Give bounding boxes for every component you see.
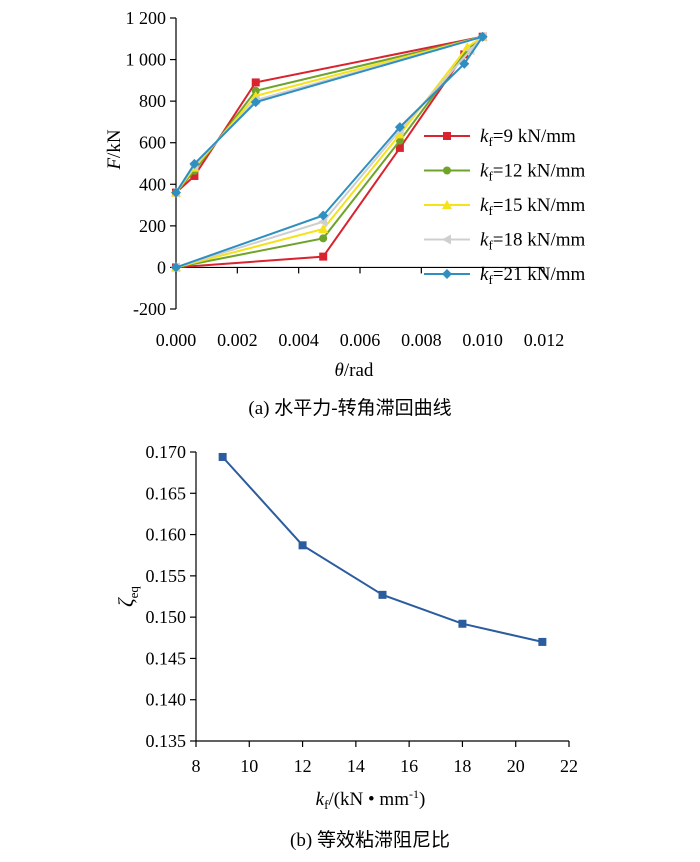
data-point-k21 [171, 187, 181, 198]
x-tick-label: 8 [192, 756, 201, 776]
y-tick-label: 0.150 [146, 607, 187, 627]
data-point-k18 [318, 216, 328, 227]
x-tick-label: 12 [294, 756, 312, 776]
data-point-k21 [171, 262, 181, 273]
series-line-k21 [175, 34, 486, 269]
x-axis-title: kf/(kN • mm-1) [316, 787, 426, 812]
y-tick-label: 0.140 [146, 690, 187, 710]
y-tick-label: 600 [139, 133, 166, 153]
hysteresis-chart: -200 0 200 400 600 800 1 000 1 200 0.000 0.002 0.0… [104, 8, 586, 381]
data-point-k9 [395, 143, 404, 152]
series-line-k12 [175, 35, 484, 269]
caption-a: (a) 水平力-转角滞回曲线 [248, 397, 451, 419]
y-tick-label: 0.160 [146, 525, 187, 545]
legend-label-k15: kf=15 kN/mm [480, 195, 586, 218]
damping-point [298, 541, 307, 550]
y-tick-label: 1 200 [126, 8, 167, 28]
y-axis-title: ζeq [114, 586, 141, 607]
data-point-k21 [250, 97, 261, 108]
legend-label-k12: kf=12 kN/mm [480, 161, 586, 184]
data-point-k12 [319, 234, 328, 243]
legend-marker-k12 [443, 166, 451, 175]
x-tick-label: 16 [400, 756, 418, 776]
x-tick-label: 0.000 [156, 330, 197, 350]
damping-ratio-chart: 0.135 0.140 0.145 0.150 0.155 0.160 0.165 0.170… [114, 442, 578, 812]
legend-label-k18: kf=18 kN/mm [480, 230, 586, 253]
x-tick-label: 20 [507, 756, 525, 776]
y-tick-label: 800 [139, 91, 166, 111]
y-tick-label: 400 [139, 174, 166, 194]
y-axis-title: F/kN [104, 129, 125, 170]
y-tick-label: 0.165 [146, 483, 187, 503]
x-tick-label: 0.002 [217, 330, 258, 350]
series-line-k15 [175, 35, 484, 269]
y-tick-label: 0.145 [146, 648, 187, 668]
caption-b: (b) 等效粘滞阻尼比 [290, 829, 450, 851]
legend-marker-k21 [442, 269, 452, 279]
legend-marker-k18 [442, 234, 451, 245]
data-point-k12 [251, 86, 260, 95]
data-point-k9 [190, 171, 199, 180]
y-tick-label: 200 [139, 216, 166, 236]
damping-point [378, 590, 387, 599]
legend-label-k21: kf=21 kN/mm [480, 264, 586, 287]
legend-label-k9: kf=9 kN/mm [480, 126, 576, 149]
data-point-k12 [395, 136, 404, 145]
data-point-k21 [394, 122, 405, 133]
x-tick-label: 18 [453, 756, 471, 776]
data-point-k9 [251, 78, 260, 87]
y-tick-label: -200 [133, 299, 166, 319]
x-tick-label: 0.008 [401, 330, 442, 350]
damping-point [218, 452, 227, 461]
damping-point [538, 637, 547, 646]
y-tick-label: 0.155 [146, 566, 187, 586]
damping-point [458, 619, 467, 628]
x-tick-label: 0.004 [278, 330, 319, 350]
legend-marker-k15 [442, 200, 452, 209]
y-tick-label: 0.135 [146, 731, 187, 751]
legend-marker-k9 [443, 132, 451, 140]
y-tick-label: 0 [157, 257, 166, 277]
x-axis-title: θ/rad [335, 360, 374, 381]
data-point-k21 [477, 31, 488, 42]
x-tick-label: 0.006 [340, 330, 381, 350]
data-point-k15 [318, 223, 329, 233]
series-line-k18 [175, 34, 486, 269]
data-point-k21 [459, 58, 470, 69]
damping-line [221, 456, 543, 643]
y-tick-label: 1 000 [126, 50, 167, 70]
data-point-k15 [394, 129, 405, 139]
series-line-k9 [175, 35, 486, 269]
x-tick-label: 10 [240, 756, 258, 776]
y-tick-label: 0.170 [146, 442, 187, 462]
x-tick-label: 22 [560, 756, 578, 776]
data-point-k21 [189, 158, 200, 169]
data-point-k9 [319, 252, 328, 261]
data-point-k21 [318, 210, 329, 221]
x-tick-label: 0.010 [462, 330, 503, 350]
x-tick-label: 0.012 [524, 330, 565, 350]
x-tick-label: 14 [347, 756, 365, 776]
